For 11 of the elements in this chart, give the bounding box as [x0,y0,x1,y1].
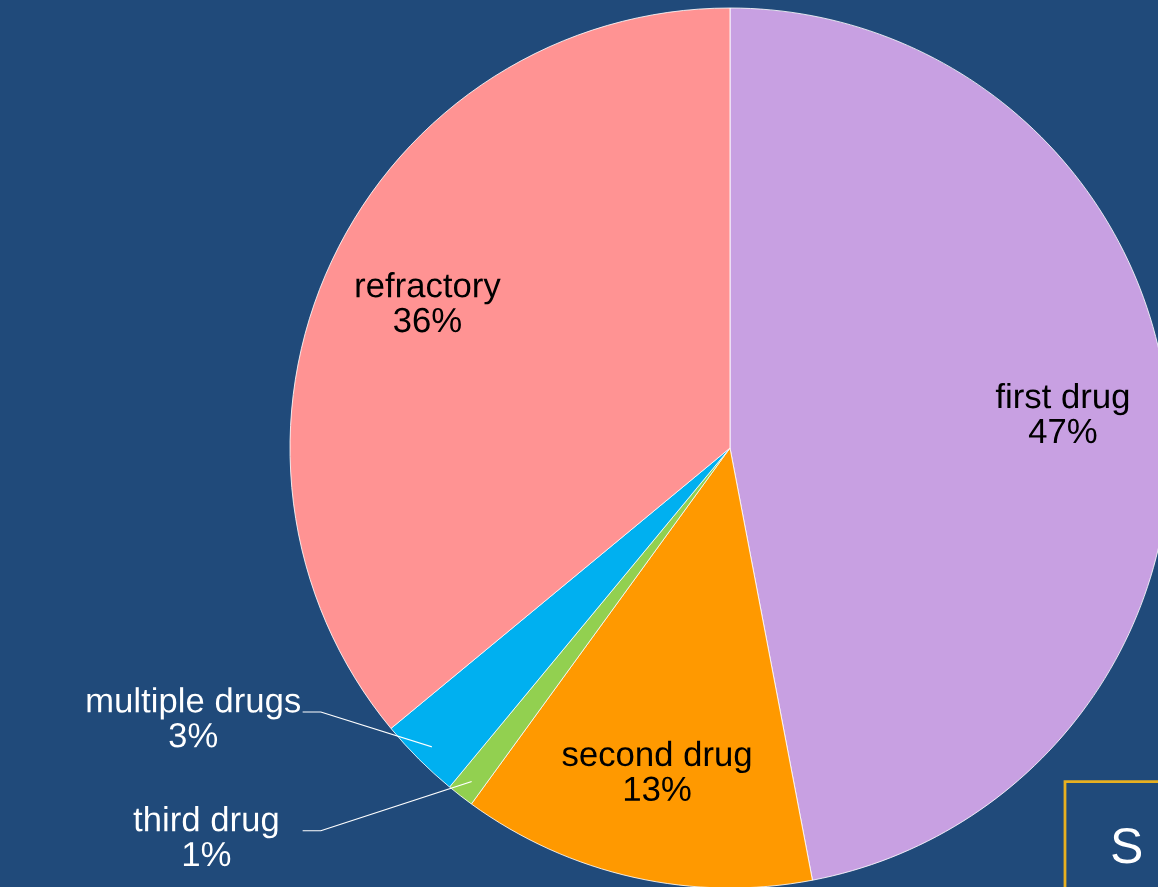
data-label: 36% [394,307,461,333]
data-label: 13% [624,776,691,802]
slice-label: multiple drugs [87,687,301,720]
data-label: 1% [183,841,231,867]
slice-label: third drug [133,805,278,839]
data-label: 47% [1028,418,1097,444]
slice-label: first drug [995,382,1129,416]
slice-label: second drug [562,740,751,774]
data-label: 3% [169,722,218,748]
slice-label: refractory [356,272,501,305]
text: S [1112,828,1142,864]
